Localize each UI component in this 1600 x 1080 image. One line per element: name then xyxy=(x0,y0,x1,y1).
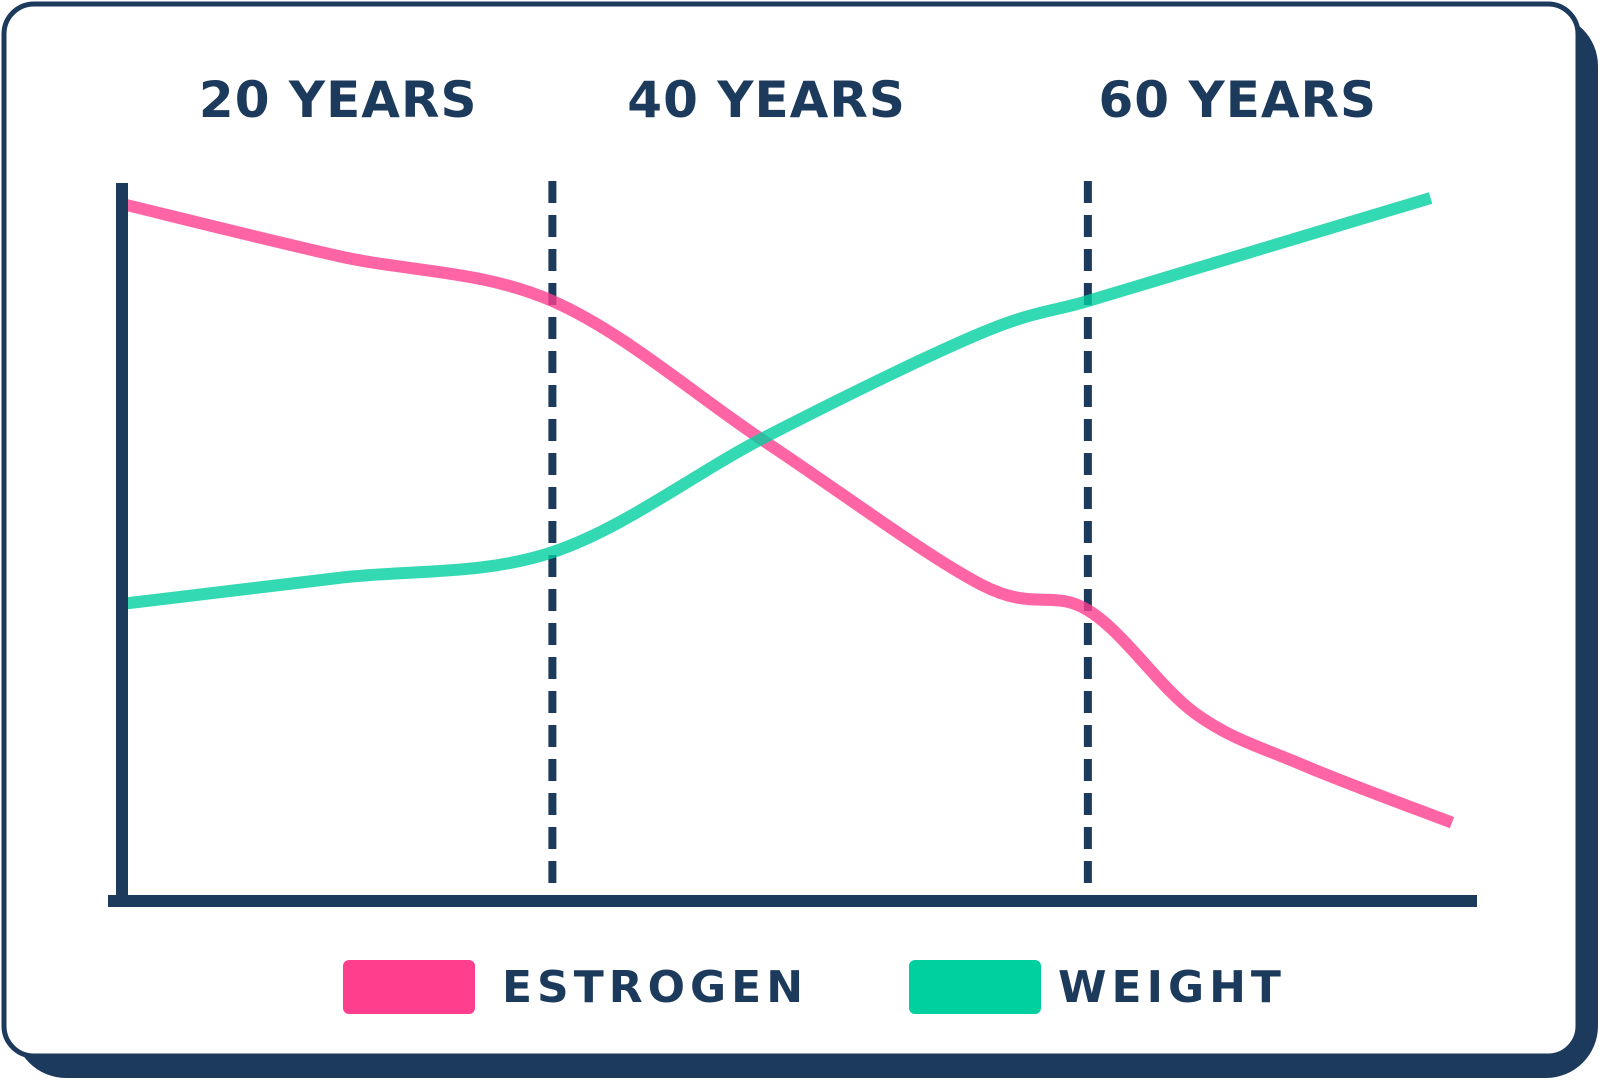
series-line-estrogen xyxy=(122,198,1455,829)
era-labels: 20 YEARS 40 YEARS 60 YEARS xyxy=(199,71,1378,129)
legend-swatch-estrogen xyxy=(343,960,475,1014)
legend-label-weight: WEIGHT xyxy=(1058,962,1286,1013)
legend-swatch-weight xyxy=(909,960,1041,1014)
era-label-0: 20 YEARS xyxy=(199,71,478,129)
era-label-4: 60 YEARS xyxy=(1099,71,1378,129)
legend-label-estrogen: ESTROGEN xyxy=(502,962,808,1013)
legend: ESTROGEN WEIGHT xyxy=(343,960,1286,1014)
era-label-2: 40 YEARS xyxy=(627,71,906,129)
series-line-weight xyxy=(123,192,1433,610)
series-lines xyxy=(122,192,1455,829)
